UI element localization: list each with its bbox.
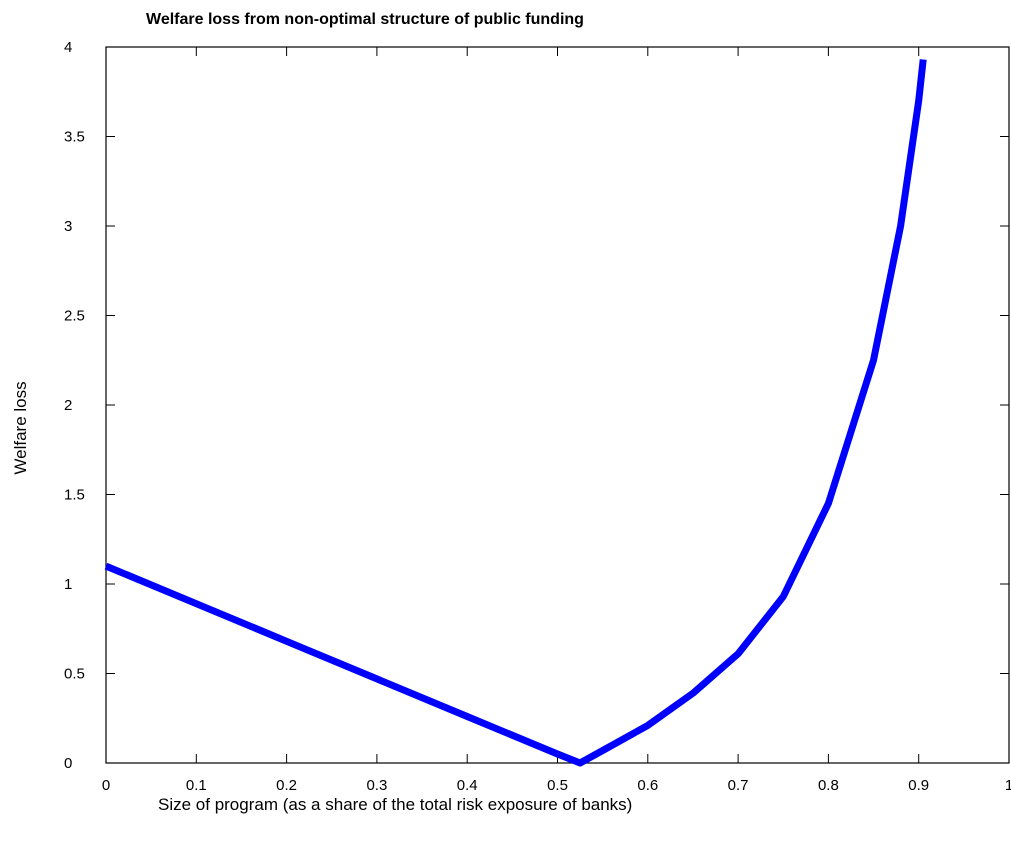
x-axis-label: Size of program (as a share of the total… [158, 795, 632, 814]
x-tick-label: 0.9 [908, 777, 929, 794]
x-tick-label: 0.5 [547, 777, 568, 794]
y-tick-label: 4 [64, 39, 72, 56]
series-layer [104, 59, 927, 767]
y-tick-label: 1 [64, 576, 72, 593]
x-axis: 0 0.1 0.2 0.3 0.4 0.5 0.6 0.7 0.8 0.9 1 [102, 47, 1011, 794]
x-tick-label: 0.8 [818, 777, 839, 794]
x-tick-label: 0.6 [637, 777, 658, 794]
y-tick-label: 3 [64, 218, 72, 235]
chart-title: Welfare loss from non-optimal structure … [146, 11, 584, 28]
welfare-loss-line [104, 59, 927, 767]
y-tick-label: 2.5 [64, 308, 85, 325]
x-tick-label: 0.2 [276, 777, 297, 794]
plot-frame [105, 46, 1010, 764]
x-tick-label: 0.7 [728, 777, 749, 794]
x-tick-label: 0.1 [186, 777, 207, 794]
y-tick-label: 0 [64, 755, 72, 772]
y-tick-label: 0.5 [64, 666, 85, 683]
x-tick-label: 1 [1005, 777, 1011, 794]
x-tick-label: 0.4 [457, 777, 478, 794]
y-tick-label: 1.5 [64, 487, 85, 504]
y-tick-label: 3.5 [64, 129, 85, 146]
y-axis-label: Welfare loss [11, 381, 30, 474]
y-tick-label: 2 [64, 397, 72, 414]
x-tick-label: 0.3 [366, 777, 387, 794]
y-axis: 0 0.5 1 1.5 2 2.5 3 3.5 4 [64, 39, 1009, 772]
x-tick-label: 0 [102, 777, 110, 794]
